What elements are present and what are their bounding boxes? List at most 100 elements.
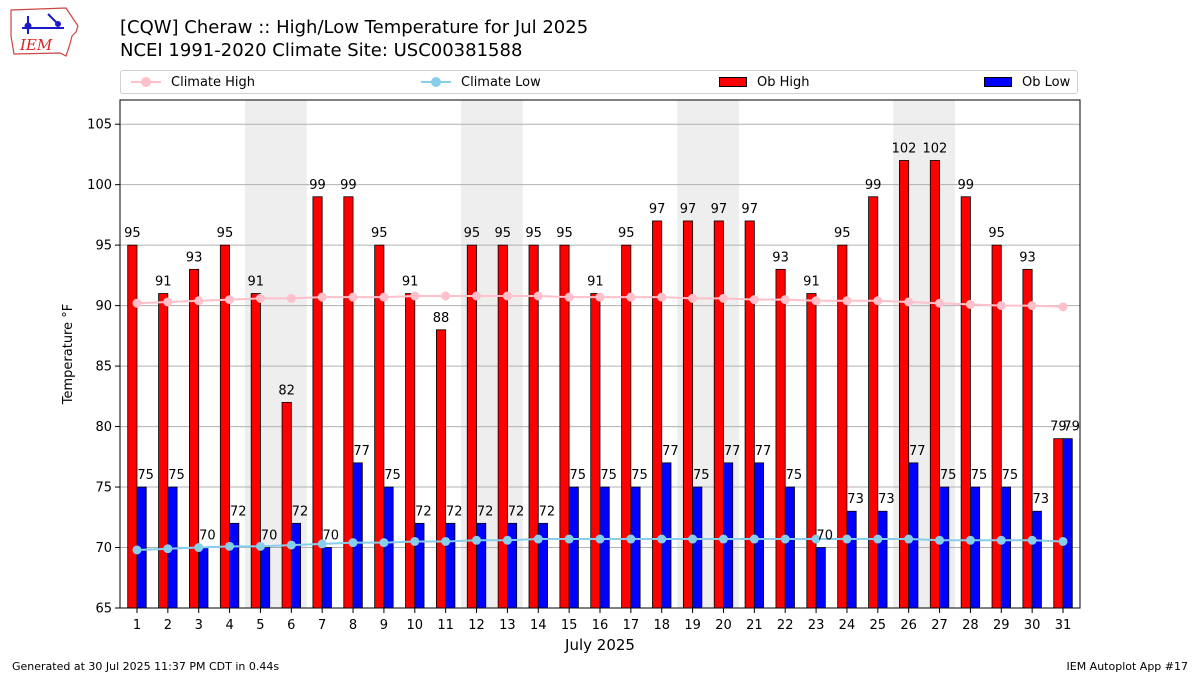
climate-high-point [317,292,327,302]
ob-low-label: 75 [384,468,401,483]
climate-low-point [132,545,142,555]
x-tick-label: 17 [623,618,640,633]
ob-high-bar [158,293,169,609]
ob-low-bar [1000,486,1011,609]
weekend-band [461,100,492,608]
ob-high-bar [806,293,817,609]
chart-title: [CQW] Cheraw :: High/Low Temperature for… [120,17,589,38]
ob-low-label: 75 [137,468,154,483]
climate-low-point [472,535,482,545]
ob-high-label: 97 [711,202,728,217]
climate-low-point [194,543,204,553]
x-tick-label: 14 [530,618,547,633]
ob-low-label: 75 [786,468,803,483]
ob-high-label: 99 [958,178,975,193]
x-tick-label: 6 [287,618,295,633]
ob-high-bar [713,220,724,609]
ob-low-label: 79 [1063,420,1080,435]
x-tick-label: 5 [256,618,264,633]
ob-low-bar [260,547,271,609]
ob-high-bar [405,293,416,609]
y-tick-label: 80 [95,420,112,435]
climate-low-point [225,541,235,551]
climate-low-point [1058,536,1068,546]
ob-low-bar [908,462,919,609]
x-tick-label: 10 [407,618,424,633]
climate-low-point [286,540,296,550]
ob-high-label: 91 [155,275,172,290]
climate-low-point [935,535,945,545]
ob-low-label: 75 [971,468,988,483]
ob-high-label: 93 [1019,250,1036,265]
climate-low-point [749,534,759,544]
x-tick-label: 4 [225,618,233,633]
ob-high-label: 91 [803,275,820,290]
weekend-band [893,100,925,608]
ob-low-bar [784,486,795,609]
x-tick-label: 24 [839,618,856,633]
ob-low-bar [414,522,425,609]
climate-low-point [441,536,451,546]
ob-low-bar [1062,438,1073,609]
ob-high-bar [189,268,200,609]
ob-low-bar [630,486,641,609]
ob-high-label: 95 [217,226,234,241]
ob-low-label: 72 [230,504,247,519]
ob-low-label: 72 [539,504,556,519]
x-tick-label: 1 [133,618,141,633]
logo-text: IEM [19,36,53,54]
climate-low-point [626,534,636,544]
ob-low-label: 75 [168,468,185,483]
legend-item-ob-low: Ob Low [984,71,1070,93]
climate-high-point [502,291,512,301]
y-tick-label: 70 [95,541,112,556]
x-tick-label: 26 [900,618,917,633]
climate-low-point [163,544,173,554]
legend-box-icon [984,77,1012,87]
x-tick-label: 16 [592,618,609,633]
ob-low-bar [599,486,610,609]
ob-low-label: 75 [631,468,648,483]
ob-high-bar [497,244,508,609]
ob-high-bar [775,268,786,609]
ob-high-bar [960,196,971,609]
ob-low-bar [877,510,888,609]
ob-low-label: 75 [600,468,617,483]
climate-high-point [1027,301,1037,311]
ob-high-bar [837,244,848,609]
climate-high-point [410,291,420,301]
ob-low-bar [846,510,857,609]
ob-low-bar [939,486,950,609]
x-tick-label: 29 [993,618,1010,633]
climate-high-point [348,292,358,302]
weekend-band [677,100,709,608]
x-tick-label: 3 [195,618,203,633]
climate-high-point [688,293,698,303]
ob-low-bar [692,486,703,609]
ob-high-bar [1053,438,1064,609]
climate-high-point [255,293,265,303]
legend-line-marker-icon [131,76,161,88]
ob-high-bar [868,196,879,609]
ob-low-label: 72 [415,504,432,519]
climate-high-point [657,292,667,302]
x-tick-label: 21 [746,618,763,633]
ob-high-bar [528,244,539,609]
x-tick-label: 30 [1024,618,1041,633]
ob-low-label: 70 [199,529,216,544]
climate-high-point [749,295,759,305]
ob-low-label: 72 [446,504,463,519]
ob-high-bar [219,244,230,609]
x-tick-label: 28 [962,618,979,633]
ob-high-label: 95 [371,226,388,241]
climate-low-point [688,534,698,544]
ob-low-bar [445,522,456,609]
ob-low-bar [290,522,301,609]
climate-high-point [194,296,204,306]
ob-high-bar [466,244,477,609]
ob-high-label: 91 [248,275,265,290]
climate-low-point [657,534,667,544]
x-tick-label: 31 [1055,618,1072,633]
legend-item-climate-low: Climate Low [421,71,541,93]
ob-low-bar [537,522,548,609]
